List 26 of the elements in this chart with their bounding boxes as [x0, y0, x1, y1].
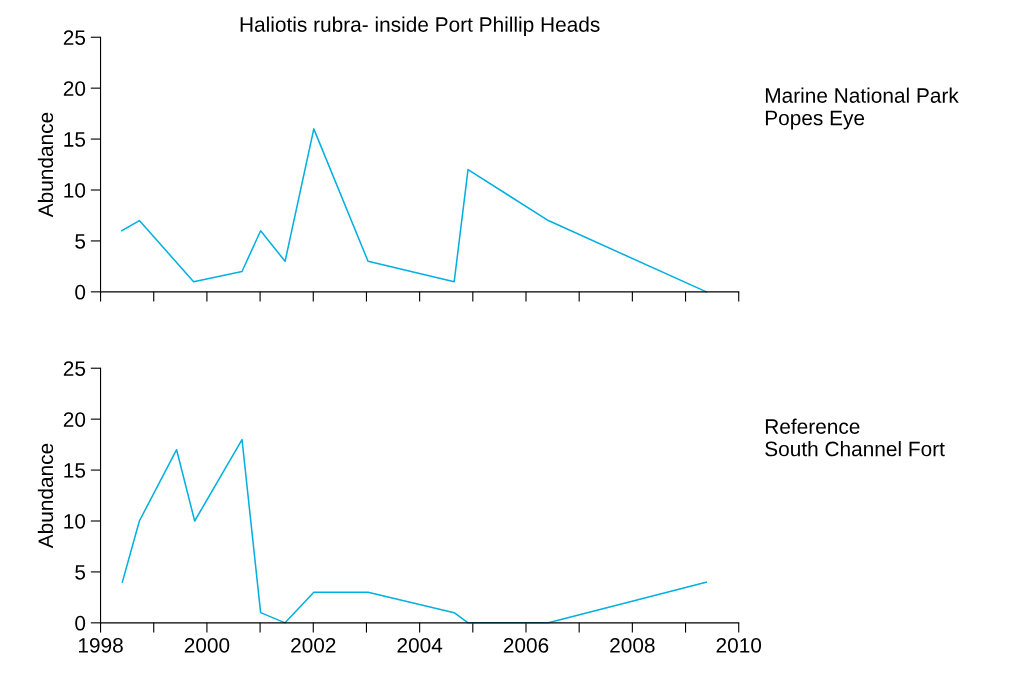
x-tick-label: 2000	[184, 637, 230, 653]
y-tick-label: 15	[64, 463, 86, 478]
line-series	[121, 438, 708, 624]
y-tick-label: 15	[64, 132, 86, 147]
line-series	[121, 128, 708, 293]
chart-title: Haliotis rubra- inside Port Phillip Heads	[240, 16, 600, 36]
x-tick-label: 2010	[716, 637, 762, 653]
y-tick-label: 20	[63, 412, 86, 427]
x-tick-label: 2008	[610, 637, 655, 653]
y-tick-label: 10	[64, 183, 86, 198]
y-tick-label: 0	[75, 615, 86, 631]
y-tick-label: 5	[75, 565, 86, 580]
y-tick-label: 10	[64, 514, 86, 529]
x-tick-label: 2004	[397, 637, 443, 653]
y-axis-title: Abundance	[37, 112, 54, 218]
x-tick-label: 1998	[78, 637, 123, 653]
text: Marine National Park Popes Eye	[765, 87, 959, 130]
text: Reference South Channel Fort	[765, 418, 945, 457]
y-tick-label: 25	[63, 30, 86, 45]
y-tick-label: 25	[63, 361, 86, 376]
y-tick-label: 5	[75, 234, 86, 249]
x-tick-label: 2002	[291, 637, 336, 653]
y-axis-title: Abundance	[37, 443, 54, 549]
y-tick-label: 20	[63, 81, 86, 96]
y-tick-label: 0	[75, 284, 86, 300]
x-tick-label: 2006	[503, 637, 549, 653]
